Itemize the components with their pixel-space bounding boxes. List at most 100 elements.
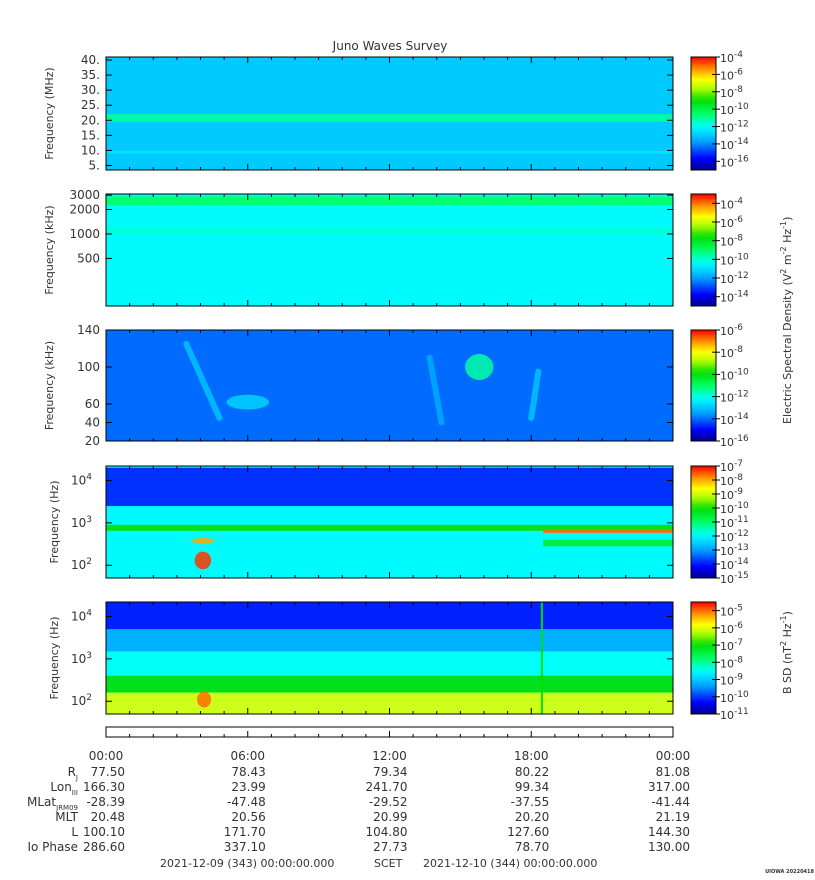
colorbars: 10-4 10-6 10-8 10-10 10-12 10-14 10-16 10-4 10-6…	[690, 50, 749, 722]
ephemeris-value: 171.70	[224, 825, 266, 839]
panel-3-background	[106, 330, 673, 441]
ephemeris-value: 99.34	[515, 780, 549, 794]
panel-1-feature-2	[106, 151, 673, 154]
panel-5-ytick-label: 104	[71, 609, 92, 624]
panel-4: 104 103 102 Frequency (Hz)	[48, 465, 674, 579]
time-tick-label: 06:00	[230, 749, 265, 763]
panel-2-feature-2	[106, 228, 673, 234]
colorbar-4-label: 10-8	[720, 473, 743, 488]
panel-4-feature-4	[543, 539, 673, 547]
panel-4-feature-2	[106, 524, 673, 531]
colorbar-4-label: 10-14	[720, 557, 749, 572]
colorbar-title-electric: Electric Spectral Density (V2 m-2 Hz-1)	[779, 217, 794, 424]
ephemeris-value: 20.56	[231, 810, 265, 824]
panel-1-ylabel: Frequency (MHz)	[43, 67, 56, 159]
colorbar-5-label: 10-9	[720, 673, 743, 688]
colorbar-5-label: 10-11	[720, 707, 749, 722]
panel-4-ytick-label: 102	[71, 557, 92, 572]
ephemeris-value: 77.50	[91, 765, 125, 779]
panel-5-feature-5	[196, 691, 212, 708]
panel-3-ylabel: Frequency (kHz)	[43, 341, 56, 430]
scet-label: SCET	[374, 857, 403, 870]
colorbar-4-label: 10-13	[720, 543, 749, 558]
panel-3: 140 100 60 40 20 Frequency (kHz)	[43, 323, 674, 448]
panel-5-ytick-label: 102	[71, 693, 92, 708]
colorbar-4-label: 10-9	[720, 487, 743, 502]
colorbar-4-label: 10-12	[720, 529, 749, 544]
ephemeris-value: 81.08	[656, 765, 690, 779]
colorbar-1-label: 10-10	[720, 102, 749, 117]
ephemeris-value: 20.99	[373, 810, 407, 824]
panel-2-ytick-label: 500	[77, 251, 100, 265]
ephemeris-value: 104.80	[366, 825, 408, 839]
colorbar-4-label: 10-7	[720, 459, 743, 474]
colorbar-4-label: 10-15	[720, 571, 749, 586]
colorbar-3-label: 10-10	[720, 367, 749, 382]
ephemeris-value: 80.22	[515, 765, 549, 779]
ephemeris-label: MLT	[55, 810, 78, 824]
colorbar-2-label: 10-8	[720, 234, 743, 249]
colorbar-2-label: 10-14	[720, 290, 749, 305]
panel-4-ytick-label: 103	[71, 515, 92, 530]
ephemeris-value: -28.39	[86, 795, 125, 809]
colorbar-2-label: 10-4	[720, 196, 743, 211]
time-tick-label: 00:00	[656, 749, 691, 763]
panel-5-ylabel: Frequency (Hz)	[48, 617, 61, 700]
ephemeris-value: 127.60	[507, 825, 549, 839]
ephemeris-value: -47.48	[227, 795, 266, 809]
time-axis: 00:00 06:00 12:00 18:00 00:00	[89, 726, 691, 763]
panel-4-feature-6	[191, 537, 215, 544]
colorbar-5: 10-5 10-6 10-7 10-8 10-9 10-10 10-11	[690, 601, 749, 722]
panel-1-ytick-label: 20.	[81, 113, 100, 127]
colorbar-1-label: 10-14	[720, 137, 749, 152]
panel-1-feature-1	[106, 114, 673, 122]
colorbar-5-label: 10-5	[720, 604, 743, 619]
ephemeris-value: 166.30	[83, 780, 125, 794]
panel-2-background	[106, 194, 673, 306]
colorbar-5-label: 10-7	[720, 638, 743, 653]
ephemeris-label: Io Phase	[27, 840, 78, 854]
panel-1-ytick-label: 35.	[81, 68, 100, 82]
colorbar-1-label: 10-8	[720, 85, 743, 100]
time-tick-label: 00:00	[89, 749, 124, 763]
time-tick-label: 12:00	[372, 749, 407, 763]
panel-3-ytick-label: 40	[85, 416, 100, 430]
colorbar-5-label: 10-10	[720, 690, 749, 705]
colorbar-3-label: 10-8	[720, 345, 743, 360]
panel-1-ytick-label: 10.	[81, 143, 100, 157]
ephemeris-value: 144.30	[648, 825, 690, 839]
panel-3-ytick-label: 60	[85, 397, 100, 411]
ephemeris-value: 21.19	[656, 810, 690, 824]
colorbar-2-label: 10-6	[720, 215, 743, 230]
panel-3-ytick-label: 140	[77, 323, 100, 337]
ephemeris-value: -29.52	[369, 795, 408, 809]
colorbar-5-label: 10-8	[720, 655, 743, 670]
colorbar-1-label: 10-6	[720, 67, 743, 82]
colorbar-3-label: 10-12	[720, 390, 749, 405]
panel-2-ytick-label: 2000	[69, 202, 100, 216]
end-time-label: 2021-12-10 (344) 00:00:00.000	[423, 857, 597, 870]
panel-1-ytick-label: 40.	[81, 53, 100, 67]
colorbar-3-label: 10-16	[720, 434, 749, 449]
panel-5-ytick-label: 103	[71, 651, 92, 666]
ephemeris-value: 79.34	[373, 765, 407, 779]
time-tick-label: 18:00	[514, 749, 549, 763]
colorbar-3: 10-6 10-8 10-10 10-12 10-14 10-16	[690, 323, 749, 449]
panel-1: 5.10.15.20.25.30.35.40. Frequency (MHz)	[43, 53, 674, 172]
colorbar-1-label: 10-12	[720, 120, 749, 135]
ephemeris-table: RJ 77.50 78.43 79.34 80.22 81.08 LonIII 166.30 2…	[27, 765, 690, 854]
spectrogram-panels: 5.10.15.20.25.30.35.40. Frequency (MHz) 30…	[43, 53, 674, 715]
colorbar-4-label: 10-10	[720, 501, 749, 516]
colorbar-4-label: 10-11	[720, 515, 749, 530]
ephemeris-value: 286.60	[83, 840, 125, 854]
panel-3-feature-4	[528, 368, 542, 421]
ephemeris-value: 337.10	[224, 840, 266, 854]
panel-1-ytick-label: 15.	[81, 128, 100, 142]
panel-3-feature-2	[226, 394, 270, 410]
colorbar-3-label: 10-6	[720, 323, 743, 338]
ephemeris-label: MLatJRM09	[27, 795, 78, 812]
colorbar-1-label: 10-4	[720, 50, 743, 65]
ephemeris-value: 100.10	[83, 825, 125, 839]
